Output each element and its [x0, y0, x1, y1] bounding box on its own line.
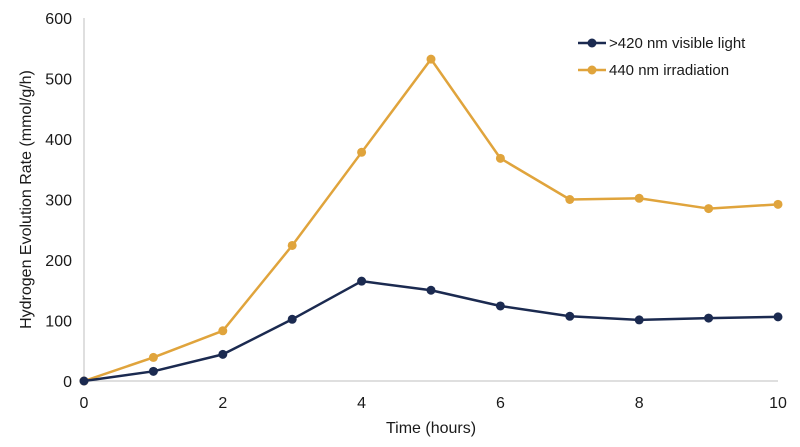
series-line [83, 279, 779, 383]
data-point [773, 199, 783, 209]
x-tick-label: 8 [635, 395, 644, 412]
data-point [287, 240, 297, 250]
data-point [773, 312, 783, 322]
series-line [83, 57, 779, 383]
x-tick-label: 0 [80, 395, 89, 412]
legend-item: >420 nm visible light [578, 35, 746, 52]
y-tick-label: 300 [45, 193, 72, 210]
x-tick-label: 4 [357, 395, 366, 412]
data-point [79, 376, 89, 386]
y-tick-label: 200 [45, 253, 72, 270]
series-0 [79, 276, 783, 386]
series-layer [79, 54, 783, 386]
axes: 0 100 200 300 400 500 600 0 2 4 6 8 10 [45, 11, 787, 412]
y-tick-label: 400 [45, 132, 72, 149]
data-point [495, 153, 505, 163]
data-point [148, 366, 158, 376]
legend-item: 440 nm irradiation [578, 62, 729, 79]
series-1 [79, 54, 783, 386]
x-tick-label: 6 [496, 395, 505, 412]
y-tick-label: 100 [45, 314, 72, 331]
y-axis-title: Hydrogen Evolution Rate (mmol/g/h) [18, 70, 35, 329]
data-point [634, 315, 644, 325]
data-point [357, 147, 367, 157]
x-axis-title: Time (hours) [386, 420, 476, 437]
legend-label: >420 nm visible light [609, 35, 746, 52]
data-point [287, 314, 297, 324]
legend: >420 nm visible light 440 nm irradiation [578, 35, 746, 79]
data-point [565, 311, 575, 321]
data-point [565, 195, 575, 204]
data-point [426, 54, 436, 64]
y-tick-label: 500 [45, 72, 72, 89]
data-point [634, 193, 644, 203]
legend-marker [587, 38, 597, 48]
data-point [357, 276, 367, 286]
x-tick-label: 10 [769, 395, 787, 412]
y-tick-label: 0 [63, 374, 72, 391]
data-point [426, 285, 436, 295]
data-point [218, 326, 228, 336]
data-point [495, 301, 505, 311]
data-point [148, 352, 158, 362]
data-point [704, 313, 714, 323]
legend-label: 440 nm irradiation [609, 62, 729, 79]
legend-marker [587, 65, 597, 75]
y-tick-label: 600 [45, 11, 72, 28]
data-point [704, 204, 714, 214]
x-tick-label: 2 [218, 395, 227, 412]
data-point [218, 349, 228, 359]
